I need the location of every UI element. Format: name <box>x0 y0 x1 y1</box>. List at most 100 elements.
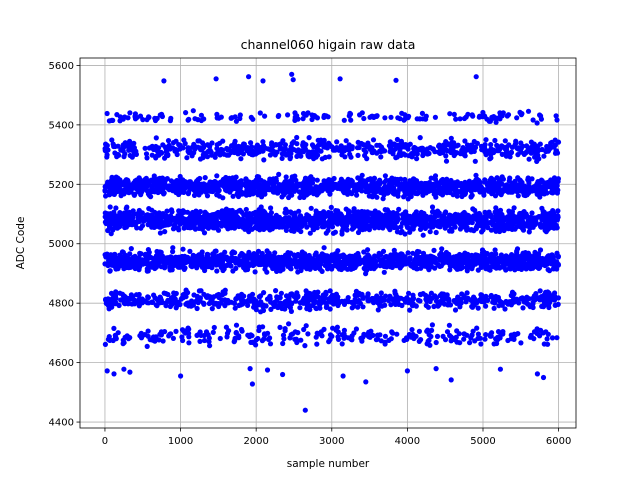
data-point <box>539 178 545 184</box>
data-point <box>541 186 547 192</box>
data-point <box>341 263 347 269</box>
data-point <box>306 154 312 160</box>
data-point <box>517 109 523 115</box>
data-point <box>424 151 431 157</box>
data-point <box>448 177 454 184</box>
data-point <box>306 135 312 141</box>
data-point <box>547 210 554 216</box>
data-point <box>146 114 152 120</box>
data-point <box>363 149 369 155</box>
data-point <box>509 212 515 218</box>
data-point <box>191 192 198 198</box>
data-point <box>448 135 454 141</box>
data-point <box>451 111 457 117</box>
data-point <box>136 218 143 224</box>
data-point <box>550 190 556 196</box>
data-point <box>104 110 110 117</box>
data-point <box>374 142 380 148</box>
data-point <box>196 138 202 144</box>
data-point <box>151 173 157 179</box>
data-point <box>182 224 188 230</box>
data-point <box>430 215 436 221</box>
data-point <box>120 145 126 151</box>
data-point <box>374 113 380 119</box>
data-point <box>200 155 206 161</box>
data-point <box>252 269 258 275</box>
data-point <box>283 174 289 180</box>
data-point <box>164 183 170 189</box>
data-point <box>254 256 261 262</box>
data-point <box>106 190 113 196</box>
data-point <box>381 179 387 185</box>
data-point <box>145 191 151 197</box>
data-point <box>471 228 477 234</box>
data-point <box>254 150 261 156</box>
data-point <box>265 261 271 267</box>
data-point <box>419 254 425 260</box>
data-point <box>433 260 439 266</box>
data-point <box>354 214 360 220</box>
data-point <box>289 192 295 198</box>
data-point <box>282 217 288 223</box>
data-point <box>240 151 246 157</box>
data-point <box>252 261 258 267</box>
data-point <box>186 189 192 195</box>
data-point <box>187 148 193 154</box>
data-point <box>381 220 387 226</box>
data-point <box>320 255 326 261</box>
data-point <box>520 227 527 233</box>
data-point <box>125 115 131 121</box>
data-point <box>261 145 267 151</box>
data-point <box>115 151 121 158</box>
data-point <box>525 177 531 183</box>
data-point <box>509 188 515 194</box>
data-point <box>509 218 515 224</box>
data-point <box>120 254 126 261</box>
data-point <box>361 218 367 224</box>
data-point <box>262 191 268 197</box>
data-point <box>198 117 204 124</box>
data-point <box>323 113 329 119</box>
data-point <box>380 263 387 269</box>
data-point <box>402 192 408 198</box>
data-point <box>378 252 384 258</box>
data-point <box>449 147 456 154</box>
data-point <box>143 175 149 181</box>
data-point <box>324 260 330 266</box>
data-point <box>256 183 262 189</box>
data-point <box>537 112 543 118</box>
data-point <box>449 228 455 234</box>
data-point <box>382 115 388 121</box>
data-point <box>455 142 461 148</box>
data-point <box>292 257 298 263</box>
data-point <box>184 184 190 190</box>
data-point <box>177 215 183 221</box>
data-point <box>487 156 493 162</box>
data-point <box>483 137 489 143</box>
data-point <box>325 188 331 194</box>
data-point <box>294 134 300 141</box>
data-point <box>220 263 226 269</box>
data-point <box>459 147 465 153</box>
data-point <box>143 255 149 261</box>
data-point <box>107 268 113 274</box>
data-point <box>399 251 405 257</box>
data-point <box>197 259 203 265</box>
data-point <box>135 181 141 187</box>
data-point <box>382 173 388 179</box>
data-point <box>247 222 253 228</box>
data-point <box>304 192 310 198</box>
data-point <box>164 146 170 152</box>
data-point <box>291 188 298 194</box>
data-point <box>429 204 436 210</box>
data-point <box>357 261 363 267</box>
data-point <box>388 114 394 120</box>
data-point <box>534 152 541 158</box>
data-point <box>500 176 506 182</box>
data-point <box>127 257 133 263</box>
data-point <box>388 143 394 149</box>
data-point <box>354 192 360 198</box>
data-point <box>233 118 239 124</box>
data-point <box>515 265 522 272</box>
data-point <box>170 245 176 251</box>
